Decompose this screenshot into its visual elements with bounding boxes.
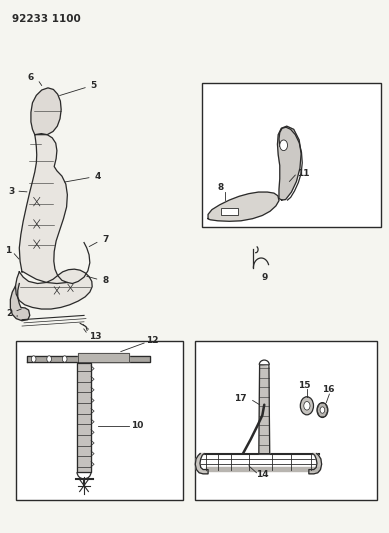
Text: 17: 17	[234, 394, 247, 403]
Polygon shape	[11, 284, 30, 321]
Circle shape	[300, 397, 314, 415]
Text: 9: 9	[261, 273, 268, 281]
Polygon shape	[309, 454, 322, 474]
Polygon shape	[195, 454, 208, 474]
Text: 6: 6	[27, 73, 33, 82]
Text: 11: 11	[297, 169, 310, 179]
Text: 13: 13	[89, 332, 102, 341]
Text: 8: 8	[218, 183, 224, 192]
Polygon shape	[208, 192, 279, 221]
Polygon shape	[27, 356, 150, 362]
Text: 2: 2	[6, 309, 12, 318]
Text: 8: 8	[102, 276, 109, 285]
Bar	[194, 341, 377, 500]
Polygon shape	[78, 353, 129, 362]
Polygon shape	[77, 364, 91, 472]
Text: 12: 12	[146, 336, 159, 345]
Text: 15: 15	[298, 381, 310, 390]
Text: 3: 3	[8, 187, 14, 196]
Text: 10: 10	[131, 422, 143, 431]
Text: 92233 1100: 92233 1100	[12, 14, 81, 24]
Circle shape	[304, 401, 310, 410]
Bar	[221, 208, 238, 215]
Circle shape	[47, 356, 51, 362]
Polygon shape	[259, 365, 270, 454]
Polygon shape	[16, 269, 92, 309]
Text: 14: 14	[256, 471, 269, 479]
Text: ': '	[16, 316, 18, 324]
Polygon shape	[19, 134, 67, 284]
Polygon shape	[206, 467, 319, 471]
Circle shape	[317, 402, 328, 417]
Text: 5: 5	[91, 81, 97, 90]
Circle shape	[320, 407, 325, 413]
Text: 16: 16	[322, 385, 335, 394]
Circle shape	[32, 356, 36, 362]
Polygon shape	[277, 126, 301, 200]
Bar	[16, 341, 183, 500]
Bar	[202, 83, 380, 227]
Polygon shape	[31, 88, 61, 135]
Text: 7: 7	[102, 236, 109, 245]
Circle shape	[62, 356, 67, 362]
Circle shape	[280, 140, 287, 151]
Text: 1: 1	[5, 246, 11, 255]
Text: 4: 4	[95, 172, 101, 181]
